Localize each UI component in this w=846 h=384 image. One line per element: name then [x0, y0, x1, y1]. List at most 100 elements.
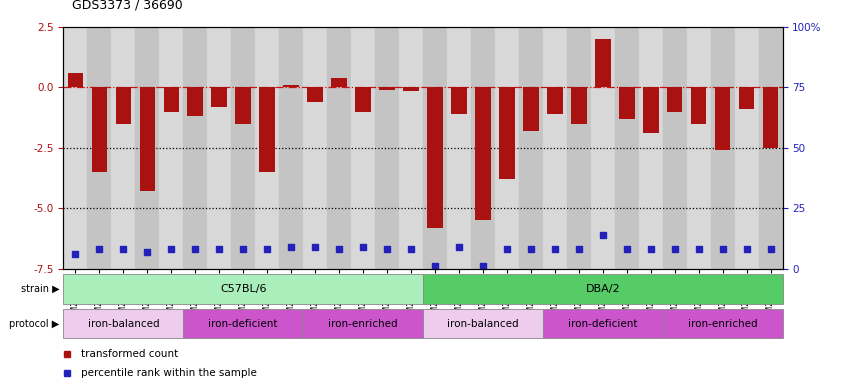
Bar	[567, 27, 591, 269]
Bar	[662, 309, 783, 338]
Bar	[116, 88, 131, 124]
Text: iron-balanced: iron-balanced	[448, 318, 519, 329]
Point	[428, 263, 442, 270]
Point	[572, 247, 585, 253]
Bar	[427, 88, 442, 228]
Text: iron-deficient: iron-deficient	[208, 318, 278, 329]
Point	[308, 244, 321, 250]
Bar	[327, 27, 351, 269]
Bar	[231, 27, 255, 269]
Bar	[495, 27, 519, 269]
Bar	[207, 27, 231, 269]
Bar	[212, 88, 227, 107]
Bar	[571, 88, 586, 124]
Bar	[619, 88, 634, 119]
Point	[596, 232, 609, 238]
Text: percentile rank within the sample: percentile rank within the sample	[81, 368, 257, 379]
Bar	[68, 73, 83, 88]
Point	[692, 247, 706, 253]
Text: protocol ▶: protocol ▶	[9, 318, 59, 329]
Bar	[303, 27, 327, 269]
Bar	[519, 27, 543, 269]
Point	[452, 244, 465, 250]
Point	[117, 247, 130, 253]
Bar	[543, 309, 662, 338]
Point	[716, 247, 729, 253]
Bar	[379, 88, 395, 90]
Bar	[91, 88, 107, 172]
Bar	[184, 309, 303, 338]
Text: GDS3373 / 36690: GDS3373 / 36690	[72, 0, 183, 12]
Bar	[667, 88, 683, 112]
Point	[620, 247, 634, 253]
Bar	[332, 78, 347, 88]
Point	[261, 247, 274, 253]
Bar	[691, 88, 706, 124]
Bar	[595, 39, 611, 88]
Point	[500, 247, 514, 253]
Point	[764, 247, 777, 253]
Bar	[523, 88, 539, 131]
Text: strain ▶: strain ▶	[20, 284, 59, 294]
Point	[284, 244, 298, 250]
Point	[332, 247, 346, 253]
Bar	[451, 88, 467, 114]
Text: DBA/2: DBA/2	[585, 284, 620, 294]
Bar	[399, 27, 423, 269]
Bar	[475, 88, 491, 220]
Point	[189, 247, 202, 253]
Bar	[662, 27, 687, 269]
Point	[69, 251, 82, 257]
Point	[92, 247, 106, 253]
Bar	[87, 27, 112, 269]
Bar	[303, 309, 423, 338]
Point	[380, 247, 393, 253]
Bar	[739, 88, 755, 109]
Bar	[112, 27, 135, 269]
Bar	[759, 27, 783, 269]
Bar	[423, 27, 447, 269]
Point	[164, 247, 178, 253]
Bar	[423, 309, 543, 338]
Point	[356, 244, 370, 250]
Point	[404, 247, 418, 253]
Bar	[763, 88, 778, 148]
Point	[524, 247, 537, 253]
Point	[212, 247, 226, 253]
Bar	[547, 88, 563, 114]
Point	[739, 247, 753, 253]
Bar	[63, 309, 184, 338]
Bar	[188, 88, 203, 116]
Bar	[615, 27, 639, 269]
Bar	[135, 27, 159, 269]
Bar	[591, 27, 615, 269]
Bar	[283, 85, 299, 88]
Point	[548, 247, 562, 253]
Bar	[63, 27, 87, 269]
Bar	[423, 274, 783, 304]
Bar	[307, 88, 323, 102]
Bar	[140, 88, 155, 191]
Bar	[159, 27, 184, 269]
Bar	[734, 27, 759, 269]
Bar	[163, 88, 179, 112]
Bar	[375, 27, 399, 269]
Text: iron-deficient: iron-deficient	[568, 318, 638, 329]
Point	[236, 247, 250, 253]
Bar	[715, 88, 730, 150]
Bar	[235, 88, 251, 124]
Bar	[351, 27, 375, 269]
Bar	[639, 27, 662, 269]
Text: transformed count: transformed count	[81, 349, 179, 359]
Point	[476, 263, 490, 270]
Bar	[711, 27, 734, 269]
Bar	[643, 88, 658, 133]
Bar	[404, 88, 419, 91]
Bar	[255, 27, 279, 269]
Bar	[543, 27, 567, 269]
Bar	[279, 27, 303, 269]
Text: iron-balanced: iron-balanced	[88, 318, 159, 329]
Bar	[260, 88, 275, 172]
Text: iron-enriched: iron-enriched	[688, 318, 757, 329]
Text: iron-enriched: iron-enriched	[328, 318, 398, 329]
